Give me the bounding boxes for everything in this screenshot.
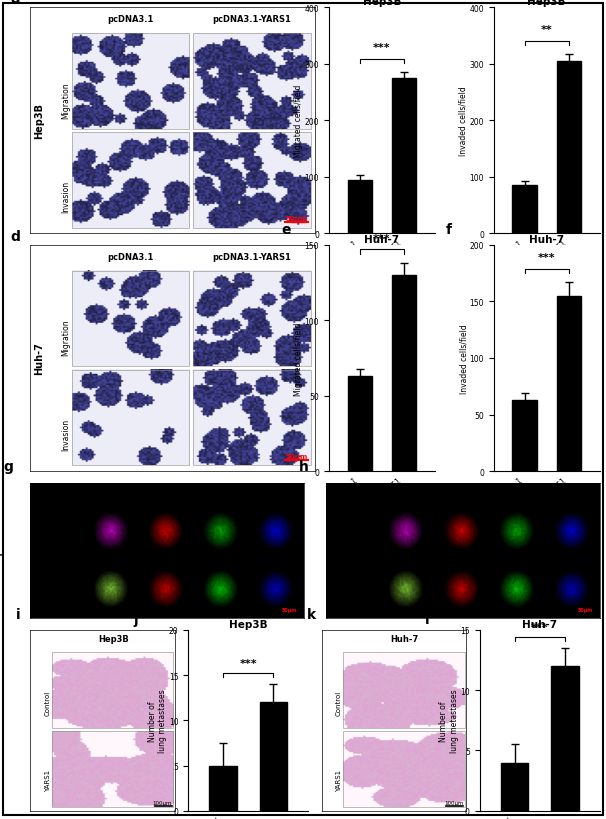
Y-axis label: Migrated cells/field: Migrated cells/field xyxy=(295,322,303,396)
Text: Hep3B: Hep3B xyxy=(34,103,44,139)
Text: e: e xyxy=(281,223,290,237)
Text: 50μm: 50μm xyxy=(285,215,308,222)
Y-axis label: Invaded cells/field: Invaded cells/field xyxy=(459,86,468,156)
Text: Vimentin: Vimentin xyxy=(498,489,533,495)
Bar xyxy=(557,296,581,472)
Text: d: d xyxy=(10,229,20,243)
Bar xyxy=(193,133,311,229)
Text: MERGE: MERGE xyxy=(96,489,123,495)
Text: h: h xyxy=(299,459,308,473)
Text: Control: Control xyxy=(336,690,342,715)
Bar xyxy=(72,34,189,129)
Title: Hep3B: Hep3B xyxy=(527,0,566,7)
Text: pcDNA3.1
-YARS1: pcDNA3.1 -YARS1 xyxy=(63,577,74,601)
Bar xyxy=(392,79,416,234)
Text: Vimentin: Vimentin xyxy=(202,489,238,495)
Text: pcDNA3.1-YARS1: pcDNA3.1-YARS1 xyxy=(213,252,291,261)
Text: 50μm: 50μm xyxy=(285,453,308,459)
Bar xyxy=(501,762,528,811)
Text: Control: Control xyxy=(45,690,51,715)
Text: Hep3B: Hep3B xyxy=(0,536,2,565)
Text: pcDNA3.1: pcDNA3.1 xyxy=(107,252,153,261)
Title: Huh-7: Huh-7 xyxy=(522,619,558,629)
Bar xyxy=(72,370,189,466)
Y-axis label: Invaded cells/field: Invaded cells/field xyxy=(459,324,468,393)
Text: ***: *** xyxy=(373,233,391,243)
Bar xyxy=(52,652,173,727)
Text: ***: *** xyxy=(531,622,548,632)
Text: E-cadherin: E-cadherin xyxy=(143,489,185,495)
Bar xyxy=(193,34,311,129)
Bar xyxy=(259,703,287,811)
Bar xyxy=(210,766,237,811)
Text: **: ** xyxy=(541,25,553,34)
Title: Huh-7: Huh-7 xyxy=(529,235,564,245)
Y-axis label: Migrated cells/field: Migrated cells/field xyxy=(294,84,303,158)
Bar xyxy=(193,370,311,466)
Bar xyxy=(348,180,372,234)
Y-axis label: Number of
lung metastases: Number of lung metastases xyxy=(439,689,459,752)
Bar xyxy=(52,731,173,808)
Text: Huh-7: Huh-7 xyxy=(288,538,298,563)
Text: Migration: Migration xyxy=(61,82,70,119)
Text: Invasion: Invasion xyxy=(61,419,70,450)
Text: ***: *** xyxy=(373,43,391,52)
Text: DAPI: DAPI xyxy=(265,489,284,495)
Text: 50μm: 50μm xyxy=(282,608,298,613)
Text: YARS1: YARS1 xyxy=(336,769,342,791)
Text: i: i xyxy=(16,607,21,621)
Text: 50μm: 50μm xyxy=(578,608,593,613)
Text: E-cadherin: E-cadherin xyxy=(439,489,481,495)
Text: Invasion: Invasion xyxy=(61,181,70,213)
Text: k: k xyxy=(307,607,316,621)
Text: MERGE: MERGE xyxy=(391,489,419,495)
Text: 100μm: 100μm xyxy=(444,800,464,805)
Bar xyxy=(551,666,579,811)
Text: pcDNA3.1-YARS1: pcDNA3.1-YARS1 xyxy=(213,15,291,24)
Bar xyxy=(557,62,581,234)
Text: YARS1: YARS1 xyxy=(45,769,51,791)
Text: pcDNA3.1
-YARS1: pcDNA3.1 -YARS1 xyxy=(359,577,370,601)
Bar xyxy=(392,276,416,472)
Title: Hep3B: Hep3B xyxy=(229,619,268,629)
Text: ***: *** xyxy=(239,658,257,668)
Bar xyxy=(344,731,465,808)
Text: Huh-7: Huh-7 xyxy=(34,342,44,375)
Text: pcDNA3.1: pcDNA3.1 xyxy=(107,15,153,24)
Bar xyxy=(193,272,311,367)
Text: f: f xyxy=(446,223,452,237)
Bar xyxy=(348,377,372,472)
Bar xyxy=(513,186,537,234)
Y-axis label: Number of
lung metastases: Number of lung metastases xyxy=(148,689,167,752)
Bar xyxy=(72,133,189,229)
Text: Migration: Migration xyxy=(61,319,70,356)
Bar xyxy=(72,272,189,367)
Text: 100μm: 100μm xyxy=(153,800,172,805)
Text: l: l xyxy=(425,612,430,626)
Text: Hep3B: Hep3B xyxy=(98,635,128,644)
Text: pcDNA3.1: pcDNA3.1 xyxy=(365,518,370,543)
Bar xyxy=(513,400,537,472)
Text: pcDNA3.1: pcDNA3.1 xyxy=(69,518,74,543)
Text: g: g xyxy=(3,459,13,473)
Text: j: j xyxy=(134,612,139,626)
Text: Huh-7: Huh-7 xyxy=(391,635,419,644)
Title: Huh-7: Huh-7 xyxy=(364,235,399,245)
Title: Hep3B: Hep3B xyxy=(362,0,401,7)
Text: DAPI: DAPI xyxy=(561,489,580,495)
Bar xyxy=(344,652,465,727)
Text: ***: *** xyxy=(538,252,556,263)
Text: a: a xyxy=(10,0,20,6)
